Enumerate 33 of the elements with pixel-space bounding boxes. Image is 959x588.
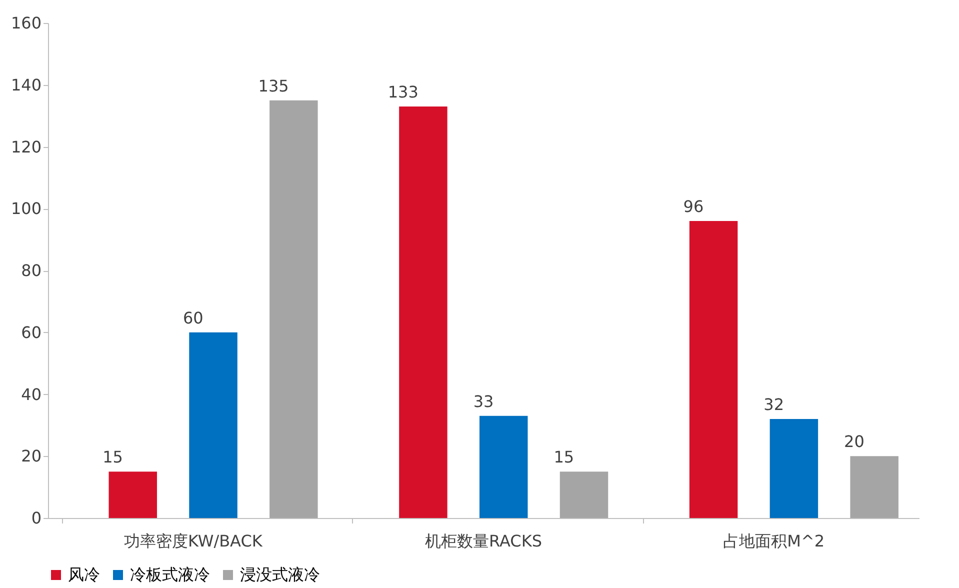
bar — [850, 456, 898, 518]
data-label: 20 — [844, 432, 864, 452]
data-label: 133 — [388, 82, 418, 102]
y-tick-label: 60 — [21, 322, 42, 342]
y-tick-label: 0 — [31, 508, 42, 528]
y-tick-label: 100 — [10, 199, 42, 218]
bar — [108, 472, 157, 518]
data-label: 135 — [258, 76, 289, 96]
legend-label: 浸没式液冷 — [240, 565, 320, 584]
data-label: 96 — [683, 197, 704, 216]
bar — [770, 419, 818, 518]
bar — [270, 100, 318, 518]
y-tick-label: 20 — [21, 446, 42, 466]
data-label: 32 — [764, 395, 784, 414]
data-label: 15 — [554, 448, 574, 467]
x-tick-label: 功率密度KW/BACK — [124, 532, 263, 550]
data-label: 60 — [182, 308, 204, 328]
bar — [189, 332, 238, 518]
y-tick-label: 80 — [21, 261, 42, 280]
data-label: 15 — [102, 448, 123, 467]
x-tick-label: 机柜数量RACKS — [425, 532, 542, 550]
bar — [399, 106, 448, 518]
bar — [689, 221, 738, 518]
y-tick-label: 120 — [10, 137, 42, 156]
bar — [560, 472, 608, 518]
data-label: 33 — [473, 392, 494, 411]
y-tick-label: 140 — [10, 75, 42, 94]
y-tick-label: 160 — [10, 14, 42, 32]
x-tick-label: 占地面积M^2 — [723, 532, 825, 550]
legend-label: 风冷 — [68, 565, 100, 584]
bar — [479, 416, 528, 518]
legend-label: 冷板式液冷 — [130, 565, 210, 584]
y-tick-label: 40 — [21, 384, 42, 404]
